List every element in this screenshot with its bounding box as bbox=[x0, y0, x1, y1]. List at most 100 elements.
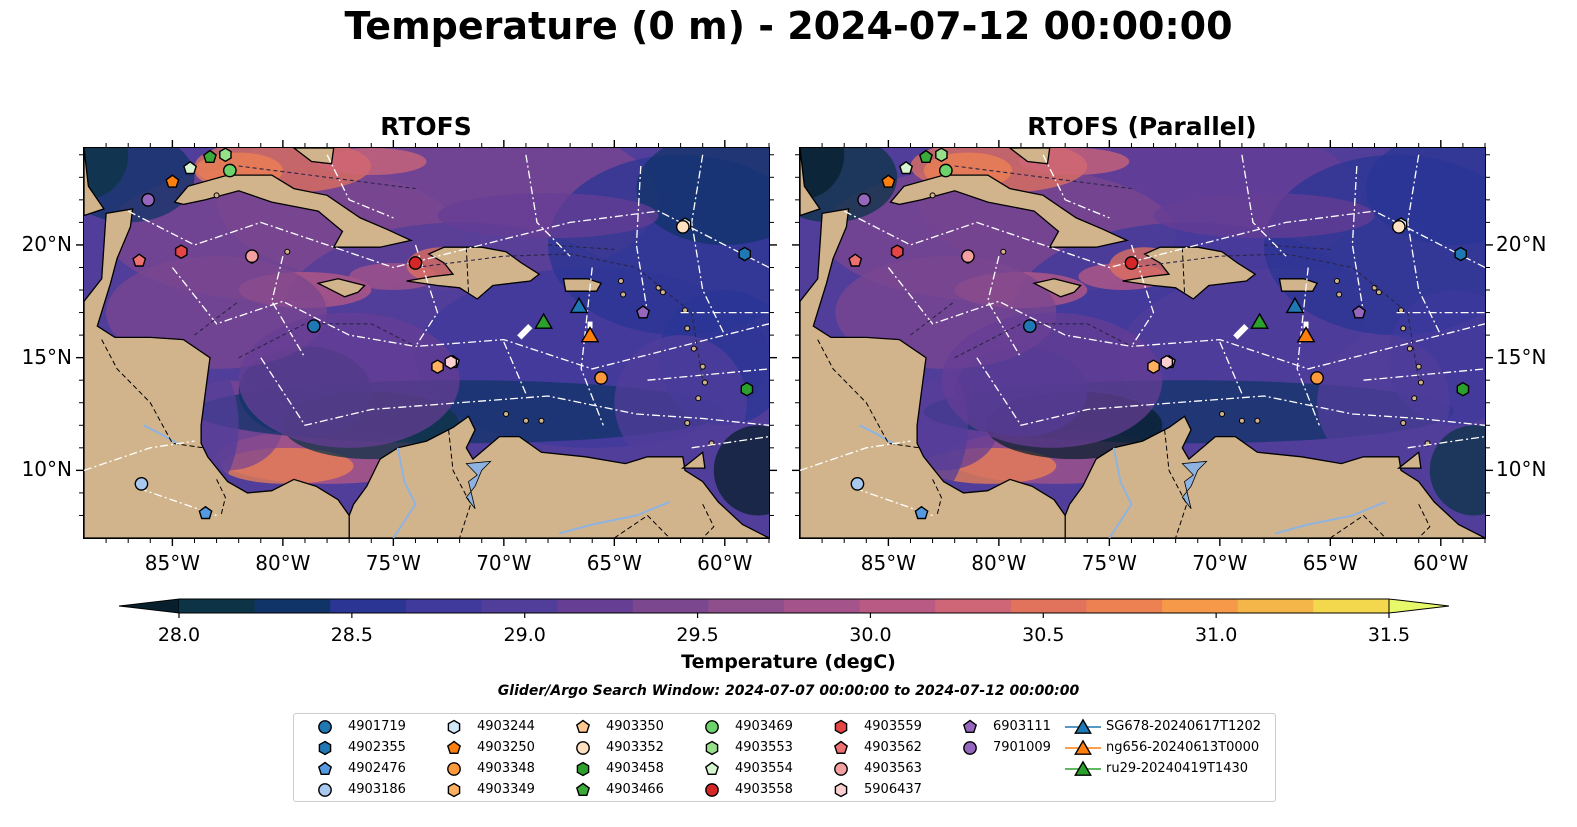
colorbar-tick-label: 30.5 bbox=[1022, 624, 1065, 646]
marker-4903553 bbox=[935, 148, 948, 163]
marker-4903469 bbox=[222, 163, 237, 178]
colorbar-segment bbox=[557, 599, 634, 613]
marker-4903186 bbox=[134, 477, 149, 491]
marker-4903186 bbox=[850, 477, 865, 491]
colorbar-segment bbox=[405, 599, 482, 613]
lat-tick-label: 10°N bbox=[1496, 457, 1547, 482]
colorbar-tick-label: 29.5 bbox=[676, 624, 719, 646]
colorbar-under-arrow bbox=[118, 598, 180, 614]
marker-4902476 bbox=[914, 505, 929, 520]
lat-tick-label: 10°N bbox=[21, 457, 72, 482]
marker-4903559 bbox=[174, 244, 188, 260]
legend-marker-icon bbox=[705, 720, 719, 734]
lon-tick-label: 75°W bbox=[1081, 551, 1137, 575]
lon-tick-label: 80°W bbox=[255, 551, 311, 575]
legend-marker-icon bbox=[446, 740, 462, 755]
lon-tick-label: 85°W bbox=[860, 551, 916, 575]
colorbar-over-arrow bbox=[1388, 598, 1450, 614]
colorbar-segment bbox=[1313, 599, 1390, 613]
colorbar-segment bbox=[784, 599, 861, 613]
marker-4903458 bbox=[740, 381, 754, 397]
legend-marker-icon bbox=[834, 782, 848, 798]
legend-marker-icon bbox=[447, 762, 461, 776]
legend-label: 4903348 bbox=[477, 761, 535, 776]
marker-ng656-20240613T0000 bbox=[580, 326, 600, 343]
lat-tick-label: 15°N bbox=[21, 344, 72, 369]
marker-ru29-20240419T1430 bbox=[1250, 312, 1270, 329]
panel-title-right: RTOFS (Parallel) bbox=[1027, 112, 1257, 141]
lat-tick-label: 20°N bbox=[1496, 231, 1547, 256]
lon-tick-label: 65°W bbox=[1302, 551, 1358, 575]
legend-marker-icon bbox=[833, 740, 849, 755]
map-panel-rtofs-parallel[interactable] bbox=[799, 147, 1486, 539]
map-canvas-right bbox=[800, 148, 1485, 538]
lon-tick-label: 60°W bbox=[697, 551, 753, 575]
legend-label: 4902476 bbox=[348, 761, 406, 776]
legend-marker-icon bbox=[575, 719, 591, 734]
legend-marker-icon bbox=[447, 719, 461, 735]
lon-tick-label: 85°W bbox=[144, 551, 200, 575]
lon-tick-label: 80°W bbox=[971, 551, 1027, 575]
colorbar-segment bbox=[179, 599, 256, 613]
marker-7901009 bbox=[141, 192, 155, 207]
legend-label: 4903250 bbox=[477, 740, 535, 755]
marker-6903111 bbox=[1352, 305, 1367, 319]
marker-4903553 bbox=[219, 148, 232, 163]
marker-6903111 bbox=[636, 305, 651, 319]
legend-marker-icon bbox=[834, 762, 848, 776]
legend-label: 4903458 bbox=[606, 761, 664, 776]
legend-label: 4903553 bbox=[735, 740, 793, 755]
colorbar-segment bbox=[859, 599, 936, 613]
legend-label: ru29-20240419T1430 bbox=[1106, 761, 1249, 776]
legend-marker-icon bbox=[317, 761, 333, 776]
lon-tick-label: 70°W bbox=[1192, 551, 1248, 575]
colorbar-tick-label: 31.0 bbox=[1194, 624, 1238, 646]
legend-marker-icon bbox=[447, 782, 461, 798]
legend-label: 4903563 bbox=[864, 761, 922, 776]
legend-marker-icon bbox=[963, 741, 977, 755]
colorbar[interactable] bbox=[0, 594, 1577, 642]
marker-4901719 bbox=[1022, 319, 1037, 333]
colorbar-tick-label: 28.5 bbox=[330, 624, 373, 646]
marker-4903554 bbox=[183, 160, 198, 175]
legend-label: 4903352 bbox=[606, 740, 664, 755]
legend-label: 4903562 bbox=[864, 740, 922, 755]
lon-tick-label: 75°W bbox=[365, 551, 421, 575]
colorbar-segment bbox=[935, 599, 1012, 613]
marker-4903469 bbox=[938, 163, 953, 178]
marker-4903250 bbox=[165, 174, 180, 188]
legend-marker-icon bbox=[704, 761, 720, 776]
marker-SG678-20240617T1202 bbox=[569, 296, 589, 314]
colorbar-tick-label: 31.5 bbox=[1367, 624, 1411, 646]
marker-4902476 bbox=[198, 505, 213, 520]
marker-4903562 bbox=[132, 253, 147, 267]
map-panel-rtofs[interactable] bbox=[83, 147, 770, 539]
legend-marker-icon bbox=[576, 761, 590, 777]
legend-marker-icon bbox=[1074, 718, 1092, 734]
marker-7901009 bbox=[857, 192, 871, 207]
colorbar-segment bbox=[1162, 599, 1239, 613]
lat-tick-label: 20°N bbox=[21, 231, 72, 256]
marker-4902355 bbox=[738, 246, 751, 262]
marker-4903554 bbox=[899, 160, 914, 175]
colorbar-label: Temperature (degC) bbox=[681, 651, 896, 673]
legend-label: 6903111 bbox=[993, 719, 1051, 734]
marker-ng656-20240613T0000 bbox=[1296, 326, 1316, 343]
marker-4903563 bbox=[961, 249, 975, 264]
marker-4903458 bbox=[1456, 381, 1470, 397]
legend-label: 4903469 bbox=[735, 719, 793, 734]
colorbar-segment bbox=[632, 599, 709, 613]
marker-4903349 bbox=[431, 359, 444, 375]
legend-label: 4903466 bbox=[606, 782, 664, 797]
legend-label: 4902355 bbox=[348, 740, 406, 755]
legend: 4901719 4902355 4902476 4903186 4903244 49032… bbox=[293, 713, 1276, 802]
legend-marker-icon bbox=[705, 740, 719, 756]
colorbar-segment bbox=[481, 599, 558, 613]
colorbar-tick-label: 28.0 bbox=[157, 624, 201, 646]
colorbar-segment bbox=[1237, 599, 1314, 613]
legend-marker-icon bbox=[318, 740, 332, 756]
legend-marker-icon bbox=[705, 783, 719, 797]
marker-SG678-20240617T1202 bbox=[1285, 296, 1305, 314]
legend-label: 4901719 bbox=[348, 719, 406, 734]
colorbar-tick-label: 29.0 bbox=[503, 624, 546, 646]
